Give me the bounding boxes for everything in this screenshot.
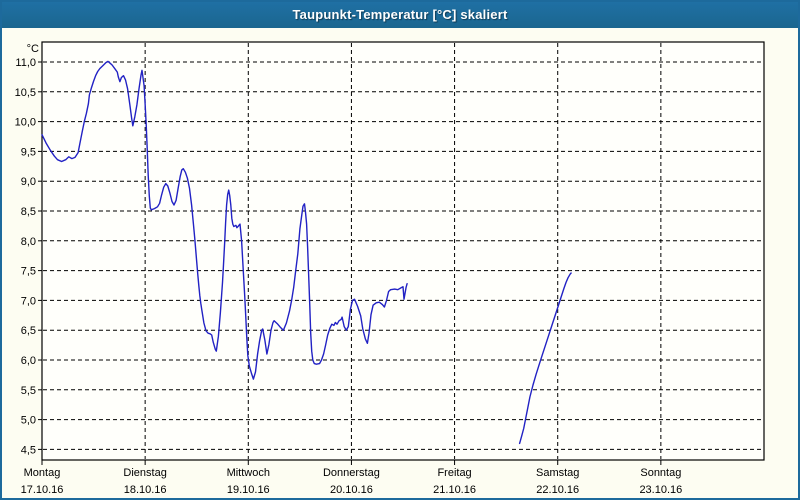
y-tick-label: 9,0 bbox=[21, 176, 36, 188]
x-date-label: 18.10.16 bbox=[124, 484, 167, 496]
y-tick-label: 9,5 bbox=[21, 146, 36, 158]
x-date-label: 20.10.16 bbox=[330, 484, 373, 496]
dewpoint-line bbox=[41, 60, 408, 380]
x-day-label: Sonntag bbox=[640, 467, 681, 479]
x-date-label: 21.10.16 bbox=[433, 484, 476, 496]
y-tick-label: 5,5 bbox=[21, 385, 36, 397]
x-date-label: 17.10.16 bbox=[21, 484, 64, 496]
dewpoint-line bbox=[518, 272, 572, 445]
y-tick-label: 4,5 bbox=[21, 444, 36, 456]
y-tick-label: 6,5 bbox=[21, 325, 36, 337]
x-day-label: Montag bbox=[24, 467, 61, 479]
y-tick-label: 8,0 bbox=[21, 236, 36, 248]
y-tick-label: 5,0 bbox=[21, 415, 36, 427]
y-axis-unit-label: °C bbox=[27, 43, 39, 55]
y-tick-label: 11,0 bbox=[15, 57, 36, 69]
y-tick-label: 10,5 bbox=[15, 87, 36, 99]
y-tick-label: 8,5 bbox=[21, 206, 36, 218]
plot-border bbox=[41, 41, 765, 461]
x-date-label: 19.10.16 bbox=[227, 484, 270, 496]
window-title: Taupunkt-Temperatur [°C] skaliert bbox=[292, 7, 508, 22]
x-date-label: 22.10.16 bbox=[536, 484, 579, 496]
y-tick-label: 7,5 bbox=[21, 266, 36, 278]
plot-area bbox=[42, 42, 764, 460]
x-day-label: Samstag bbox=[536, 467, 579, 479]
x-day-label: Mittwoch bbox=[227, 467, 270, 479]
y-tick-label: 7,0 bbox=[21, 295, 36, 307]
y-tick-label: 6,0 bbox=[21, 355, 36, 367]
window-title-bar: Taupunkt-Temperatur [°C] skaliert bbox=[2, 2, 798, 28]
x-date-label: 23.10.16 bbox=[639, 484, 682, 496]
x-day-label: Dienstag bbox=[123, 467, 166, 479]
y-tick-label: 10,0 bbox=[15, 117, 36, 129]
x-day-label: Donnerstag bbox=[323, 467, 380, 479]
x-day-label: Freitag bbox=[437, 467, 471, 479]
